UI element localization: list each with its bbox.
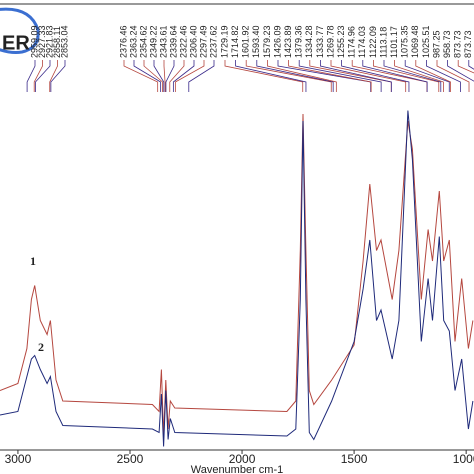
peak-label: 987.25 (431, 30, 441, 58)
peak-label: 1255.23 (336, 25, 346, 58)
peak-marker (383, 60, 442, 92)
peak-label: 2354.62 (138, 25, 148, 58)
peak-marker (235, 60, 307, 92)
peak-marker (298, 60, 382, 92)
series-label: 2 (38, 340, 44, 354)
peak-marker (362, 60, 428, 92)
peak-label: 873.73 (463, 30, 473, 58)
peak-marker (33, 60, 43, 92)
x-tick-label: 2500 (117, 452, 144, 466)
peak-marker (245, 60, 332, 92)
peak-marker (426, 60, 461, 92)
peak-marker (468, 60, 474, 70)
peak-label: 2322.46 (178, 25, 188, 58)
peak-marker (224, 60, 304, 92)
peak-marker (415, 60, 451, 92)
peak-label: 2363.24 (128, 25, 138, 58)
peak-label: 1025.51 (421, 25, 431, 58)
peak-marker (277, 60, 372, 92)
peak-label: 1101.17 (389, 26, 399, 58)
peak-label: 1714.82 (230, 25, 240, 58)
peak-label: 2343.61 (158, 25, 168, 58)
peak-label: 873.73 (453, 30, 463, 58)
peak-marker (49, 60, 58, 92)
peak-label: 2921.83 (44, 25, 54, 58)
x-tick-label: 2000 (229, 452, 256, 466)
peak-label: 2237.62 (208, 25, 218, 58)
peak-label: 1333.77 (315, 25, 325, 58)
peak-marker (267, 60, 337, 92)
x-tick-label: 3000 (5, 452, 32, 466)
peak-label: 2959.09 (29, 25, 39, 58)
peak-label: 1423.89 (283, 25, 293, 58)
peak-marker (404, 60, 450, 92)
x-tick-label: 1000 (453, 452, 474, 466)
peak-marker (26, 60, 36, 92)
peak-label: 1113.18 (378, 27, 388, 58)
peak-label: 1593.40 (251, 25, 261, 58)
peak-marker (35, 60, 51, 92)
peak-marker (457, 60, 474, 74)
peak-marker (50, 60, 66, 92)
peak-marker (436, 60, 470, 92)
peak-label: 958.73 (442, 30, 452, 58)
peak-marker (133, 60, 162, 92)
peak-label: 1426.09 (272, 25, 282, 58)
logo: ER (2, 32, 30, 54)
peak-marker (174, 60, 205, 92)
x-axis-label: Wavenumber cm-1 (191, 464, 284, 474)
x-tick-label: 1500 (341, 452, 368, 466)
peak-marker (163, 60, 166, 92)
peak-label: 2927.33 (37, 25, 47, 58)
peak-label: 2853.04 (59, 25, 69, 58)
peak-label: 2376.46 (118, 25, 128, 58)
peak-label: 2297.49 (198, 25, 208, 58)
peak-label: 1174.03 (357, 26, 367, 58)
peak-marker (320, 60, 392, 92)
peak-marker (153, 60, 165, 92)
peak-marker (373, 60, 440, 92)
peak-marker (330, 60, 407, 92)
peak-label: 1601.92 (241, 25, 251, 58)
series-line (0, 110, 474, 447)
peak-marker (172, 60, 195, 92)
peak-marker (123, 60, 159, 92)
peak-label: 1579.23 (262, 25, 272, 58)
peak-label: 1379.36 (294, 25, 304, 58)
peak-label: 2349.22 (148, 25, 158, 58)
peak-label: 2858.11 (52, 26, 62, 58)
peak-marker (341, 60, 410, 92)
peak-label: 1174.96 (347, 26, 357, 58)
peak-label: 1269.78 (325, 25, 335, 58)
peak-label: 2306.40 (188, 25, 198, 58)
peak-marker (288, 60, 372, 92)
peak-label: 1122.09 (368, 26, 378, 58)
peak-marker (394, 60, 444, 92)
peak-label: 2339.64 (168, 25, 178, 58)
series-line (0, 113, 474, 437)
peak-marker (143, 60, 163, 92)
peak-marker (165, 60, 175, 92)
peak-label: 1729.19 (219, 25, 229, 58)
peak-label: 1334.28 (304, 25, 314, 58)
peak-marker (256, 60, 334, 92)
series-label: 1 (30, 254, 36, 268)
logo-swoosh (0, 7, 40, 54)
peak-marker (169, 60, 185, 92)
peak-label: 1075.35 (400, 25, 410, 58)
peak-marker (447, 60, 474, 82)
peak-marker (188, 60, 215, 92)
peak-label: 1069.48 (410, 25, 420, 58)
